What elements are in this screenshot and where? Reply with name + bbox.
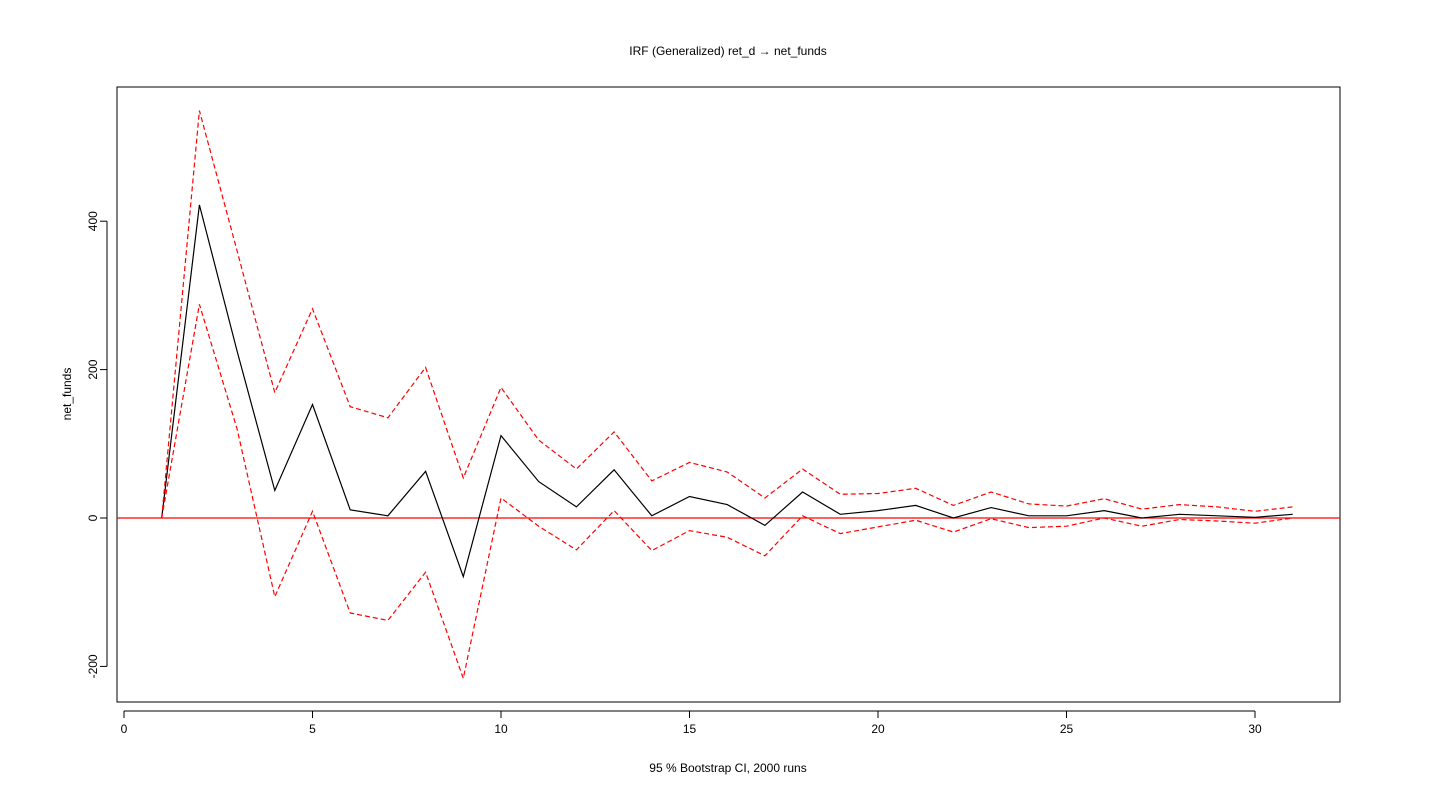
x-tick-label: 5 <box>309 722 316 736</box>
y-tick-label: 0 <box>86 514 100 521</box>
plot-frame <box>116 86 1341 703</box>
x-tick-label: 0 <box>121 722 128 736</box>
y-tick-label: -200 <box>86 654 100 678</box>
plot-area: 0 5 10 15 20 25 30 -200 0 200 400 <box>86 86 1341 736</box>
x-axis-title: 95 % Bootstrap CI, 2000 runs <box>649 761 806 775</box>
x-tick-label: 25 <box>1060 722 1074 736</box>
upper-ci-line <box>161 110 1293 519</box>
x-tick-label: 30 <box>1248 722 1262 736</box>
x-tick-label: 10 <box>494 722 508 736</box>
y-axis-title: net_funds <box>60 368 74 421</box>
chart-title: IRF (Generalized) ret_d → net_funds <box>629 44 826 58</box>
x-tick-label: 15 <box>683 722 697 736</box>
y-tick-label: 400 <box>86 211 100 231</box>
lower-ci-line <box>161 304 1293 681</box>
y-tick-label: 200 <box>86 359 100 379</box>
estimate-line <box>161 204 1293 579</box>
x-tick-label: 20 <box>871 722 885 736</box>
